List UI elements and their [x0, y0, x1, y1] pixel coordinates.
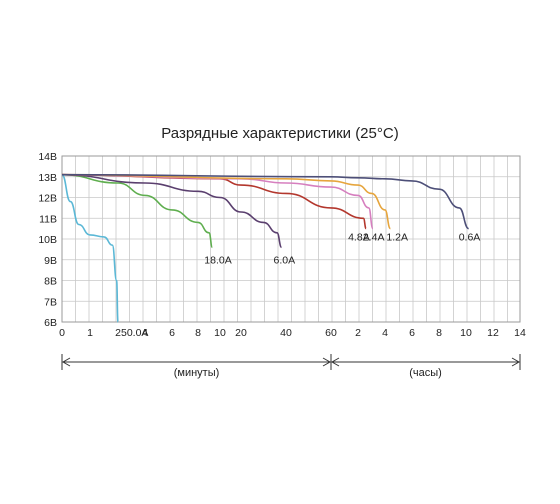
span-arrow-left-0: [61, 357, 71, 367]
series-label-50.0A: 50.0A: [121, 327, 148, 339]
x-tick-label: 10: [214, 327, 226, 339]
series-label-0.6A: 0.6A: [459, 232, 481, 244]
x-tick-label: 60: [325, 327, 337, 339]
chart-title: Разрядные характеристики (25°C): [161, 125, 398, 142]
series-label-18.0A: 18.0A: [204, 254, 231, 266]
series-line-0.6A: [61, 173, 470, 230]
x-tick-label: 1: [87, 327, 93, 339]
span-arrow-left-1: [330, 357, 340, 367]
y-tick-label: 8В: [44, 276, 57, 288]
x-tick-label: 8: [436, 327, 442, 339]
series-line-18.0A: [61, 173, 214, 249]
x-tick-labels: 0 1 2 4 6 8 10 20 40 60 2 4 6 8 10 12 14: [59, 327, 526, 339]
series-line-2.4A: [61, 173, 374, 230]
series-label-6.0A: 6.0A: [274, 254, 296, 266]
x-tick-label: 6: [409, 327, 415, 339]
x-tick-label: 20: [235, 327, 247, 339]
x-tick-label: 6: [169, 327, 175, 339]
y-tick-label: 7В: [44, 296, 57, 308]
span-arrow-right-0: [322, 357, 332, 367]
y-tick-label: 11В: [39, 213, 57, 225]
span-label-1: (часы): [409, 367, 442, 379]
series-label-4.8A: 4.8A: [348, 232, 370, 244]
series-line-6.0A: [61, 173, 283, 249]
y-tick-labels: 14В 13В 12В 11В 10В 9В 8В 7В 6В: [38, 151, 57, 329]
x-tick-label: 10: [460, 327, 472, 339]
x-tick-label: 2: [355, 327, 361, 339]
x-tick-label: 4: [142, 327, 148, 339]
span-label-0: (минуты): [174, 367, 220, 379]
series-line-1.2A: [61, 173, 392, 230]
series-labels: 50.0A 18.0A 6.0A 4.8A2.4A 1.2A 0.6A: [121, 232, 480, 339]
x-tick-label: 14: [514, 327, 526, 339]
series-line-50.0A: [61, 173, 119, 323]
x-tick-label: 2: [115, 327, 121, 339]
series-label-1.2A: 1.2A: [386, 232, 408, 244]
grid: [61, 155, 521, 323]
span-arrow-right-1: [511, 357, 521, 367]
series-lines: [61, 173, 470, 323]
y-tick-label: 6В: [44, 317, 57, 329]
x-tick-label: 40: [280, 327, 292, 339]
y-tick-label: 14В: [38, 151, 57, 163]
y-tick-label: 13В: [38, 172, 57, 184]
y-tick-label: 10В: [38, 234, 57, 246]
plot-frame: [61, 155, 521, 323]
series-label-2.4A: 2.4A: [363, 232, 385, 244]
y-tick-label: 12В: [38, 193, 57, 205]
x-tick-label: 8: [195, 327, 201, 339]
x-tick-label: 12: [487, 327, 499, 339]
x-tick-label: 0: [59, 327, 65, 339]
x-tick-label: 4: [382, 327, 388, 339]
time-unit-arrows: (минуты) (часы): [61, 354, 521, 379]
y-tick-label: 9В: [44, 255, 57, 267]
